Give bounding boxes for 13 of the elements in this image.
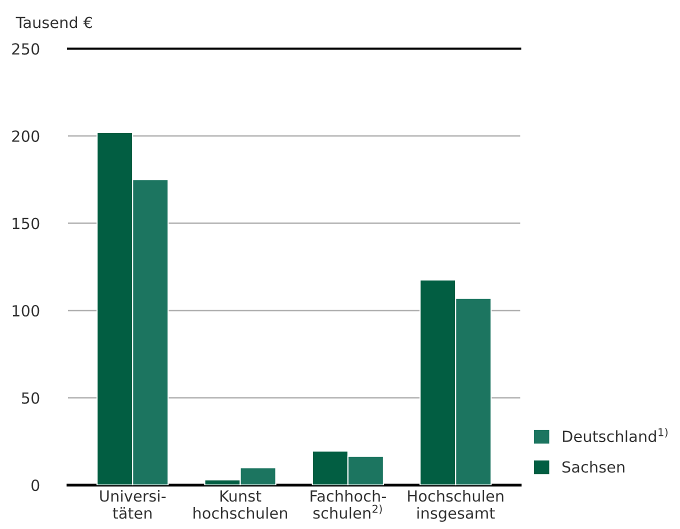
x-tick-label: Fachhoch- schulen$^{2)}$ [310, 490, 386, 519]
y-axis-title: Tausend € [16, 16, 92, 28]
legend-label: Sachsen [562, 460, 624, 473]
y-tick-label: 150 [12, 218, 40, 230]
x-tick-label: Kunst hochschulen [194, 490, 288, 519]
x-tick-label: Hochschulen insgesamt [408, 490, 504, 522]
y-tick-label: 200 [12, 130, 40, 142]
y-tick-label: 0 [32, 480, 40, 492]
y-tick-label: 250 [12, 43, 40, 55]
y-tick-label: 100 [12, 304, 40, 317]
legend-label: Deutschland$^{1)}$ [562, 428, 668, 442]
y-tick-label: 50 [22, 392, 40, 404]
x-tick-label: Universi- täten [100, 490, 166, 519]
